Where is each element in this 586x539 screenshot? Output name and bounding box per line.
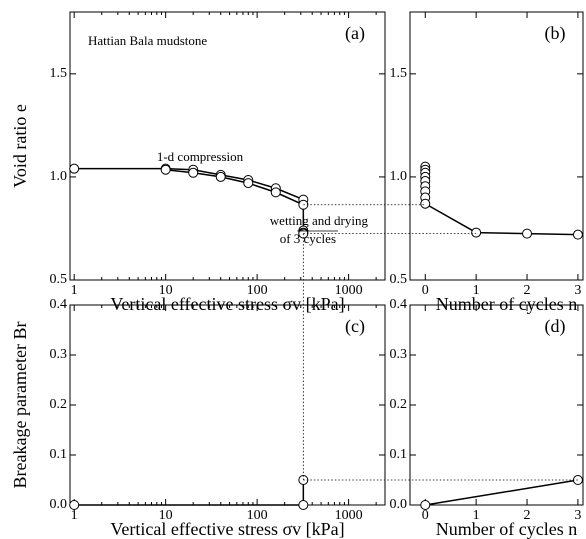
data-point [69, 163, 80, 174]
x-tick-label: 1 [473, 508, 480, 523]
y-tick-label: 0.5 [390, 272, 408, 287]
y-tick-label: 0.1 [390, 447, 408, 462]
y-tick-label: 0.3 [50, 347, 68, 362]
y-tick-label: 1.5 [50, 66, 68, 81]
y-tick-label: 0.0 [390, 497, 408, 512]
annotation: Hattian Bala mudstone [88, 33, 207, 48]
series-line [74, 480, 305, 506]
y-tick-label: 1.0 [50, 169, 68, 184]
x-tick-label: 2 [524, 508, 531, 523]
y-axis-label: Breakage parameter Br [10, 322, 30, 489]
series-line [425, 479, 579, 506]
x-tick-label: 10 [159, 283, 173, 298]
data-point [420, 198, 431, 209]
y-tick-label: 0.2 [390, 397, 408, 412]
panel-label: (b) [545, 23, 566, 44]
plot-frame [69, 304, 386, 506]
plot-frame [409, 11, 584, 281]
x-axis-label: Vertical effective stress σv [kPa] [110, 294, 344, 314]
x-tick-label: 1 [71, 283, 78, 298]
data-point [420, 500, 431, 510]
y-axis-label: Void ratio e [10, 104, 30, 188]
x-tick-label: 1000 [335, 508, 363, 523]
x-tick-label: 10 [159, 508, 173, 523]
annotation: of 3 cycles [280, 231, 336, 246]
series-line [424, 166, 578, 236]
x-axis-label: Vertical effective stress σv [kPa] [110, 519, 344, 539]
y-tick-label: 0.0 [50, 497, 68, 512]
x-tick-label: 100 [247, 508, 268, 523]
annotation: wetting and drying [270, 213, 369, 228]
y-tick-label: 1.0 [390, 169, 408, 184]
x-tick-label: 1000 [335, 283, 363, 298]
y-tick-label: 1.5 [390, 66, 408, 81]
data-point [298, 500, 309, 510]
x-tick-label: 1 [71, 508, 78, 523]
data-point [270, 187, 281, 198]
data-point [215, 171, 226, 182]
data-point [188, 167, 199, 178]
y-tick-label: 0.1 [50, 447, 68, 462]
panel-label: (c) [345, 316, 365, 337]
data-point [522, 228, 533, 239]
data-point [471, 227, 482, 238]
x-tick-label: 0 [422, 508, 429, 523]
y-tick-label: 0.4 [50, 297, 68, 312]
x-tick-label: 2 [524, 283, 531, 298]
x-tick-label: 100 [247, 283, 268, 298]
data-point [572, 229, 583, 240]
y-tick-label: 0.3 [390, 347, 408, 362]
y-tick-label: 0.2 [50, 397, 68, 412]
x-tick-label: 0 [422, 283, 429, 298]
data-point [243, 178, 254, 189]
x-tick-label: 1 [473, 283, 480, 298]
plot-frame [69, 11, 386, 281]
panel-label: (d) [545, 316, 566, 337]
x-tick-label: 3 [574, 283, 581, 298]
data-point [69, 500, 80, 510]
y-tick-label: 0.5 [50, 272, 68, 287]
x-axis-label: Number of cycles n [436, 294, 577, 314]
data-point [160, 164, 171, 175]
x-axis-label: Number of cycles n [436, 519, 577, 539]
panel-label: (a) [345, 23, 365, 44]
y-tick-label: 0.4 [390, 297, 408, 312]
x-tick-label: 3 [574, 508, 581, 523]
annotation: 1-d compression [157, 149, 244, 164]
